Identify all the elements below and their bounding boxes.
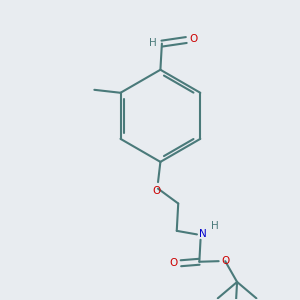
Text: O: O	[222, 256, 230, 266]
Text: O: O	[189, 34, 197, 44]
Text: H: H	[211, 221, 219, 231]
Text: O: O	[153, 186, 161, 196]
Text: O: O	[170, 258, 178, 268]
Text: N: N	[199, 229, 207, 239]
Text: H: H	[149, 38, 157, 48]
